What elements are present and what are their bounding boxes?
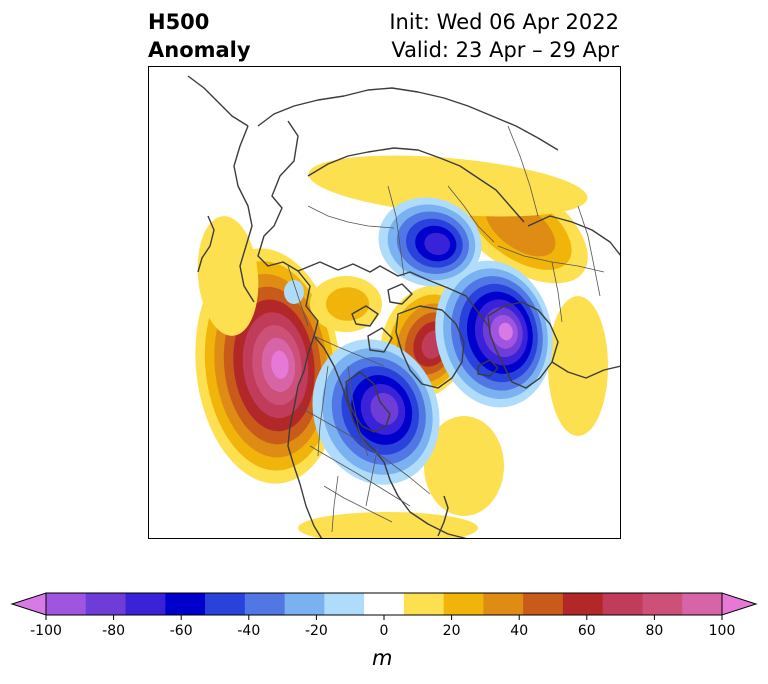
colorbar-tick-label: 100 [709, 623, 736, 639]
colorbar-tick-label: -80 [102, 623, 125, 639]
colorbar-bin [364, 593, 405, 615]
colorbar-tick-label: -100 [30, 623, 62, 639]
colorbar-ticks: -100 -80 -60 -40 -20 0 20 40 60 80 100 [30, 615, 735, 639]
valid-date-label: Valid: 23 Apr – 29 Apr [391, 38, 619, 62]
colorbar-segments [10, 592, 758, 616]
colorbar-tick-label: 40 [510, 623, 528, 639]
map-title: H500 Anomaly [148, 8, 251, 64]
colorbar-tick-label: -20 [305, 623, 328, 639]
colorbar-bin [46, 593, 87, 615]
anomaly-center-east-pacific [197, 216, 259, 336]
colorbar-bin [85, 593, 127, 615]
colorbar-tick-label: -40 [237, 623, 260, 639]
colorbar-bin [682, 593, 723, 615]
colorbar-bin [523, 593, 564, 615]
colorbar-bin [165, 593, 206, 615]
colorbar-bin [602, 593, 643, 615]
variable-label: H500 [148, 10, 210, 34]
colorbar-tick-label: 60 [578, 623, 596, 639]
colorbar-unit: m [372, 646, 393, 670]
colorbar: -100 -80 -60 -40 -20 0 20 40 60 80 100 [10, 592, 758, 639]
colorbar-extend-high [721, 592, 758, 616]
anomaly-band-atlantic [548, 296, 608, 436]
product-label: Anomaly [148, 38, 251, 62]
colorbar-bin [244, 593, 286, 615]
anomaly-center-beaufort-sea [310, 276, 382, 332]
init-date-label: Init: Wed 06 Apr 2022 [389, 10, 619, 34]
coastlines [187, 75, 621, 539]
colorbar-bin [125, 593, 166, 615]
anomaly-center-siberia [378, 197, 482, 287]
anomaly-center-western-atlantic [424, 416, 504, 516]
colorbar-tick-label: 20 [443, 623, 461, 639]
country-borders [287, 125, 605, 533]
colorbar-bin [403, 593, 445, 615]
anomaly-band-us-south [298, 512, 478, 539]
colorbar-bin [324, 593, 365, 615]
colorbar-bin [205, 593, 246, 615]
anomaly-map [148, 66, 621, 539]
colorbar-tick-label: 0 [380, 623, 389, 639]
colorbar-tick-label: -60 [170, 623, 193, 639]
colorbar-bin [443, 593, 484, 615]
colorbar-bin [562, 593, 604, 615]
colorbar-bin [483, 593, 524, 615]
colorbar-extend-low [10, 592, 47, 616]
colorbar-bin [284, 593, 325, 615]
colorbar-tick-label: 80 [645, 623, 663, 639]
map-subtitle: Init: Wed 06 Apr 2022 Valid: 23 Apr – 29… [389, 8, 619, 64]
colorbar-bin [642, 593, 683, 615]
